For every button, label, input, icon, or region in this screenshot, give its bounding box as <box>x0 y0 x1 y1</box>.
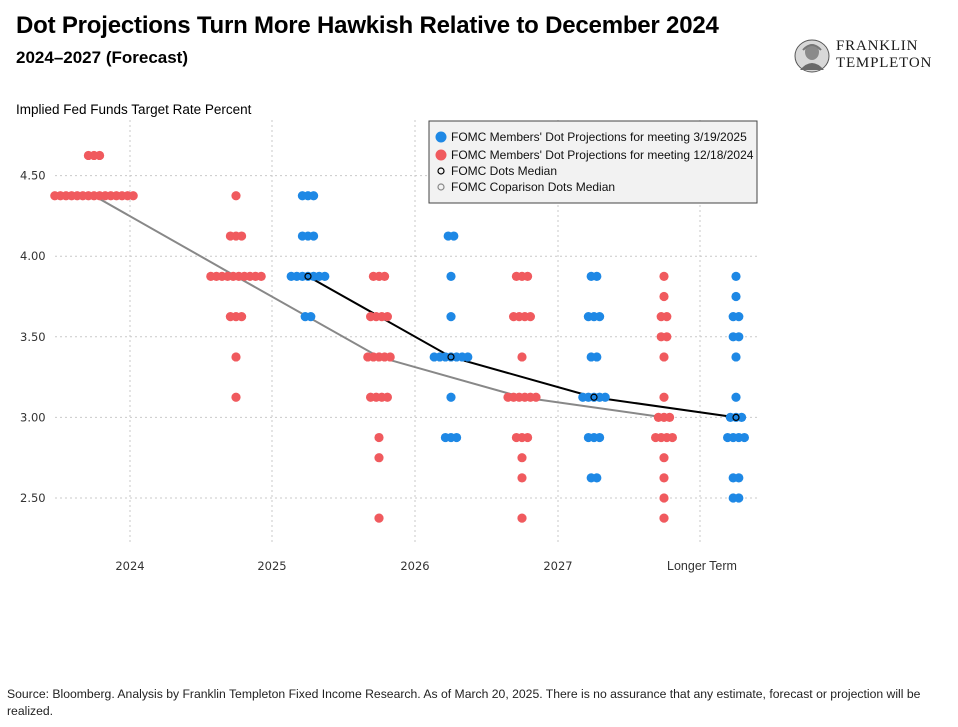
x-tick-label: 2027 <box>543 559 572 573</box>
march-projection-dot <box>463 352 473 362</box>
march-projection-dot <box>446 312 456 322</box>
december-projection-dot <box>667 432 678 443</box>
legend-ring-symbol <box>437 183 445 191</box>
december-projection-dot <box>517 513 527 523</box>
december-projection-dot <box>662 332 672 342</box>
march-projection-dot <box>592 271 602 281</box>
december-projection-dot <box>659 352 669 362</box>
march-projection-dot <box>595 312 605 322</box>
y-tick-label: 3.00 <box>20 410 46 424</box>
december-projection-dot <box>517 352 527 362</box>
december-projection-dot <box>237 312 247 322</box>
x-axis-ticks: 2024 2025 2026 2027 Longer Term <box>115 559 737 573</box>
comparison-median-line <box>93 194 665 419</box>
projection-dots <box>50 150 750 523</box>
december-projection-dot <box>659 513 669 523</box>
march-projection-dot <box>446 392 456 402</box>
december-projection-dot <box>659 291 669 302</box>
median-marker <box>732 413 740 421</box>
y-axis-title: Implied Fed Funds Target Rate Percent <box>16 102 252 117</box>
december-projection-dot <box>523 432 533 443</box>
y-tick-label: 4.00 <box>20 249 46 263</box>
december-projection-dot <box>382 312 392 322</box>
source-note: Source: Bloomberg. Analysis by Franklin … <box>7 687 921 718</box>
december-projection-dot <box>374 513 384 523</box>
median-marker <box>304 272 312 280</box>
logo-line-2: TEMPLETON <box>836 55 933 71</box>
december-projection-dot <box>659 453 669 463</box>
december-projection-dot <box>237 231 247 241</box>
march-projection-dot <box>452 432 462 443</box>
december-projection-dot <box>385 352 395 362</box>
december-projection-dot <box>659 473 669 483</box>
y-tick-label: 2.50 <box>20 491 46 505</box>
logo-line-1: FRANKLIN <box>836 38 919 54</box>
december-projection-dot <box>659 493 669 503</box>
december-projection-dot <box>659 271 669 281</box>
y-tick-label: 3.50 <box>20 330 46 344</box>
legend-dot-symbol <box>435 131 447 143</box>
december-projection-dot <box>382 392 392 402</box>
december-projection-dot <box>665 412 675 422</box>
march-projection-dot <box>309 191 319 201</box>
march-projection-dot <box>731 271 741 281</box>
median-marker <box>590 393 598 401</box>
x-tick-label: 2024 <box>115 559 144 573</box>
legend-label: FOMC Members' Dot Projections for meetin… <box>451 130 747 144</box>
december-projection-dot <box>231 392 241 402</box>
december-projection-dot <box>231 191 241 201</box>
march-projection-dot <box>592 473 602 483</box>
march-projection-dot <box>739 432 750 443</box>
march-projection-dot <box>449 231 459 241</box>
legend-ring-symbol <box>437 167 445 175</box>
y-tick-label: 4.50 <box>20 169 46 183</box>
december-projection-dot <box>662 312 672 322</box>
december-projection-dot <box>256 271 266 281</box>
december-projection-dot <box>374 453 384 463</box>
december-projection-dot <box>128 191 138 201</box>
median-marker <box>447 353 455 361</box>
march-projection-dot <box>306 312 316 322</box>
march-projection-dot <box>731 392 741 402</box>
march-projection-dot <box>731 352 741 362</box>
december-projection-dot <box>95 150 105 161</box>
march-projection-dot <box>600 392 610 402</box>
december-projection-dot <box>517 473 527 483</box>
legend-box <box>428 120 758 204</box>
december-projection-dot <box>231 352 241 362</box>
legend-label: FOMC Members' Dot Projections for meetin… <box>451 148 754 162</box>
chart-legend: FOMC Members' Dot Projections for meetin… <box>428 120 758 204</box>
x-tick-label: 2026 <box>400 559 429 573</box>
chart-subtitle: 2024–2027 (Forecast) <box>16 48 189 67</box>
december-projection-dot <box>517 453 527 463</box>
x-tick-label: 2025 <box>257 559 286 573</box>
march-projection-dot <box>309 231 319 241</box>
march-projection-dot <box>731 291 741 302</box>
december-projection-dot <box>525 312 536 322</box>
march-projection-dot <box>592 352 602 362</box>
march-projection-dot <box>734 493 744 503</box>
legend-label: FOMC Dots Median <box>451 164 557 178</box>
benjamin-franklin-portrait-icon <box>794 39 830 73</box>
march-projection-dot <box>737 412 747 422</box>
march-projection-dot <box>446 271 456 281</box>
chart-title: Dot Projections Turn More Hawkish Relati… <box>16 12 719 39</box>
median-markers <box>304 272 740 421</box>
december-projection-dot <box>374 432 384 443</box>
franklin-templeton-logo: FRANKLIN TEMPLETON <box>792 38 952 74</box>
march-projection-dot <box>734 312 744 322</box>
march-projection-dot <box>595 432 605 443</box>
december-projection-dot <box>380 271 390 281</box>
march-projection-dot <box>734 332 744 342</box>
march-projection-dot <box>320 271 330 281</box>
december-projection-dot <box>531 392 541 402</box>
legend-dot-symbol <box>435 149 447 161</box>
legend-label: FOMC Coparison Dots Median <box>451 180 615 194</box>
march-projection-dot <box>734 473 744 483</box>
y-axis-ticks: 2.50 3.00 3.50 4.00 4.50 <box>20 169 46 505</box>
x-tick-label: Longer Term <box>667 559 737 573</box>
december-projection-dot <box>659 392 669 402</box>
december-projection-dot <box>523 271 533 281</box>
